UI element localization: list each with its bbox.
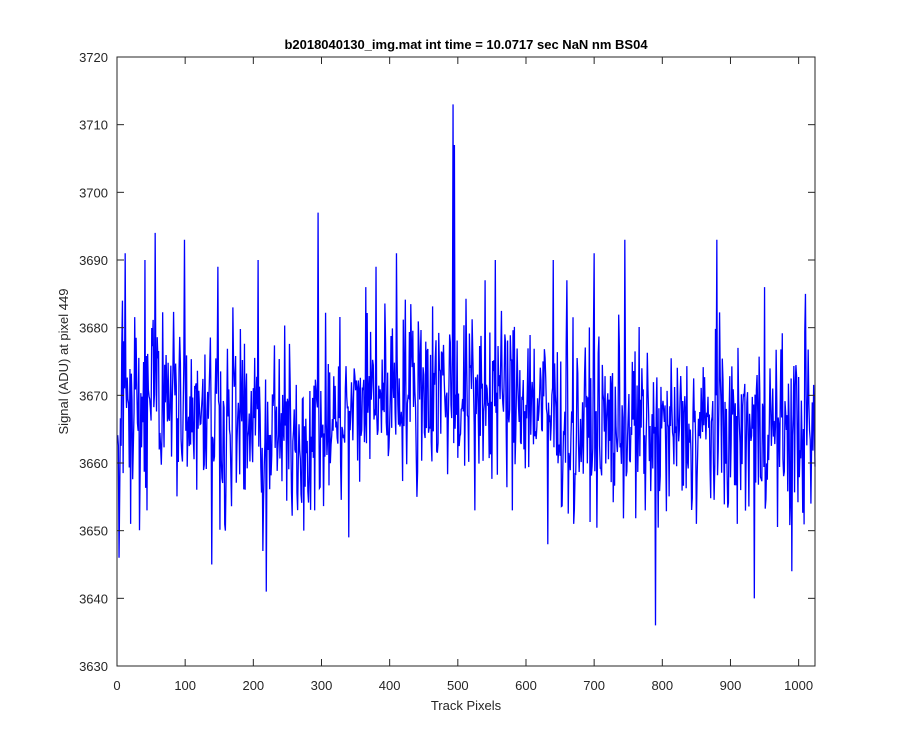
- chart-title: b2018040130_img.mat int time = 10.0717 s…: [284, 37, 648, 52]
- x-tick-label: 500: [447, 678, 469, 693]
- y-tick-label: 3690: [79, 253, 108, 268]
- x-tick-label: 400: [379, 678, 401, 693]
- series-line: [117, 104, 816, 626]
- x-tick-label: 100: [174, 678, 196, 693]
- x-axis-label: Track Pixels: [431, 698, 502, 713]
- x-tick-label: 0: [113, 678, 120, 693]
- axes-box: [116, 56, 816, 667]
- x-tick-label: 1000: [784, 678, 813, 693]
- y-tick-label: 3720: [79, 50, 108, 65]
- y-tick-label: 3670: [79, 388, 108, 403]
- y-tick-label: 3700: [79, 185, 108, 200]
- x-tick-label: 700: [583, 678, 605, 693]
- y-tick-label: 3630: [79, 659, 108, 674]
- y-axis-label: Signal (ADU) at pixel 449: [56, 289, 71, 435]
- x-tick-label: 800: [651, 678, 673, 693]
- y-tick-label: 3710: [79, 118, 108, 133]
- y-tick-label: 3650: [79, 524, 108, 539]
- y-tick-label: 3640: [79, 591, 108, 606]
- y-tick-label: 3680: [79, 321, 108, 336]
- y-tick-label: 3660: [79, 456, 108, 471]
- x-tick-label: 300: [311, 678, 333, 693]
- x-tick-label: 600: [515, 678, 537, 693]
- x-tick-label: 900: [720, 678, 742, 693]
- x-tick-label: 200: [242, 678, 264, 693]
